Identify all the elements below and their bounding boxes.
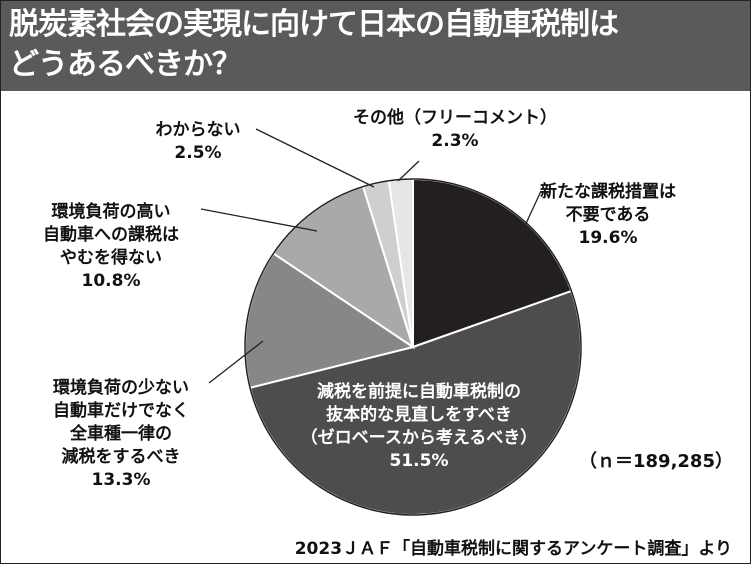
pie-outline [244, 178, 582, 516]
leader-line-5 [255, 128, 375, 188]
slice-category-label-2: （ゼロベースから考えるべき） [301, 427, 538, 448]
slice-category-label-2: 抜本的な見直しをすべき [326, 404, 512, 425]
leader-line-1 [510, 190, 542, 257]
chart-title-line-2: どうあるべきか？ [9, 47, 242, 82]
slice-category-label-4: 環境負荷の高い [52, 201, 171, 222]
leader-line-6 [397, 160, 420, 182]
slice-value-label-5: 2.5% [174, 143, 221, 163]
slice-category-label-3: 減税をするべき [62, 446, 181, 467]
slice-category-label-1: 不要である [566, 205, 651, 225]
slice-category-label-6: その他（フリーコメント） [353, 107, 557, 128]
slice-category-label-3: 自動車だけでなく [53, 400, 189, 421]
slice-category-label-5: わからない [156, 120, 241, 140]
slice-category-label-1: 新たな課税措置は [540, 181, 676, 202]
slice-value-label-6: 2.3% [431, 131, 478, 151]
leader-line-3 [208, 340, 264, 384]
chart-title-line-1: 脱炭素社会の実現に向けて日本の自動車税制は [9, 7, 619, 42]
slice-value-label-1: 19.6% [579, 228, 638, 248]
slice-category-label-2: 減税を前提に自動車税制の [317, 381, 521, 402]
title-bar: 脱炭素社会の実現に向けて日本の自動車税制は どうあるべきか？ [1, 1, 750, 91]
slice-category-label-3: 全車種一律の [69, 423, 172, 444]
slice-category-label-4: 自動車への課税は [43, 224, 179, 245]
slice-value-label-3: 13.3% [92, 470, 151, 490]
slice-category-label-3: 環境負荷の少ない [53, 377, 189, 398]
leader-line-4 [200, 208, 318, 232]
slice-value-label-2: 51.5% [390, 451, 449, 471]
slice-value-label-4: 10.8% [82, 271, 141, 291]
slice-category-label-4: やむを得ない [60, 247, 162, 268]
sample-size-note: （ｎ＝189,285） [579, 451, 733, 472]
source-note: 2023ＪＡＦ「自動車税制に関するアンケート調査」より [294, 539, 732, 559]
